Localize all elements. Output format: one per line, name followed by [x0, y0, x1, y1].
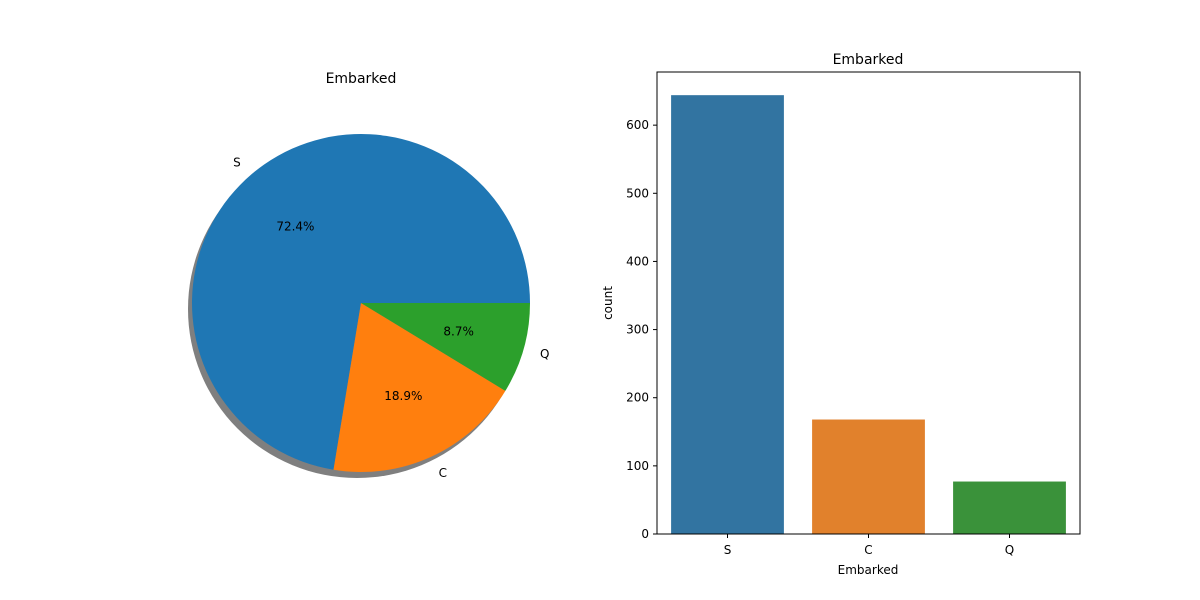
pie-percent-label-s: 72.4% — [276, 220, 314, 234]
y-tick-label: 0 — [641, 527, 649, 541]
pie-slice-s — [192, 134, 531, 470]
bar-s — [671, 95, 784, 534]
x-axis-label: Embarked — [838, 563, 899, 577]
bar-chart-title: Embarked — [833, 52, 904, 68]
bar-q — [953, 481, 1066, 534]
pie-slices — [192, 134, 531, 472]
pie-percent-label-q: 8.7% — [443, 324, 474, 338]
bar-chart: Embarked 0 100 200 300 400 500 600 S C Q count E… — [601, 52, 1081, 577]
y-axis-ticks: 0 100 200 300 400 500 600 — [626, 118, 657, 541]
y-axis-label: count — [601, 286, 615, 320]
bar-c — [812, 419, 925, 534]
pie-labels: S 72.4% C 18.9% Q 8.7% — [233, 155, 549, 480]
y-tick-label: 600 — [626, 118, 649, 132]
x-tick-label-s: S — [724, 543, 732, 557]
x-tick-label-c: C — [864, 543, 872, 557]
x-tick-label-q: Q — [1005, 543, 1014, 557]
pie-category-label-c: C — [439, 466, 447, 480]
pie-chart-title: Embarked — [326, 71, 397, 87]
pie-category-label-s: S — [233, 155, 241, 169]
pie-slice-c — [333, 303, 506, 472]
y-tick-label: 200 — [626, 391, 649, 405]
bars — [671, 95, 1066, 534]
y-tick-label: 300 — [626, 323, 649, 337]
pie-chart: Embarked S 72.4% C 18.9% Q 8.7% — [188, 71, 549, 480]
y-tick-label: 500 — [626, 186, 649, 200]
pie-slice-q — [361, 303, 530, 391]
y-tick-label: 400 — [626, 254, 649, 268]
y-tick-label: 100 — [626, 459, 649, 473]
pie-percent-label-c: 18.9% — [384, 389, 422, 403]
pie-category-label-q: Q — [540, 347, 549, 361]
